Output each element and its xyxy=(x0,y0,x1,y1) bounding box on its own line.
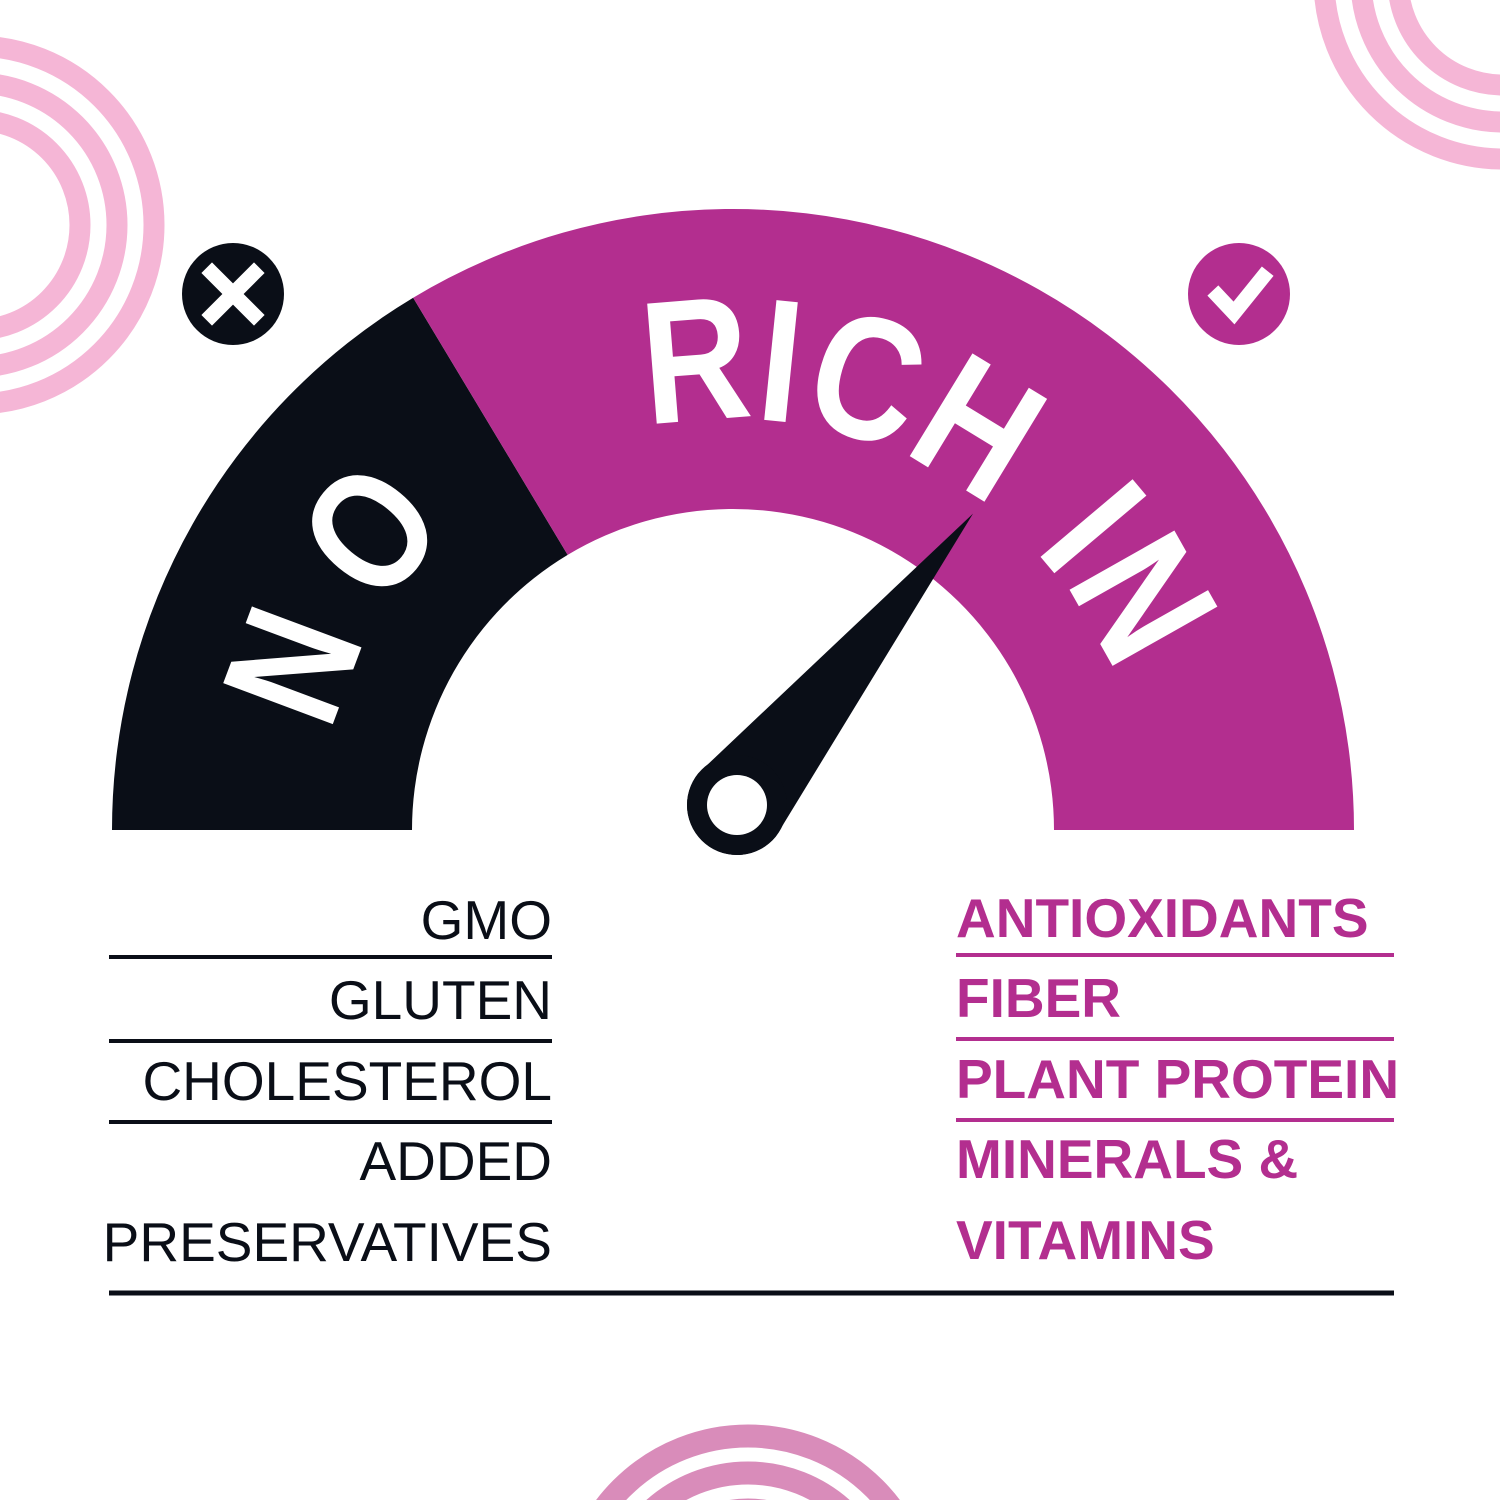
svg-text:ANTIOXIDANTS: ANTIOXIDANTS xyxy=(956,887,1369,949)
svg-text:R: R xyxy=(634,259,757,462)
svg-text:PRESERVATIVES: PRESERVATIVES xyxy=(103,1211,552,1273)
svg-text:FIBER: FIBER xyxy=(956,967,1121,1029)
svg-text:VITAMINS: VITAMINS xyxy=(956,1209,1215,1271)
svg-text:ADDED: ADDED xyxy=(359,1130,552,1192)
svg-text:GMO: GMO xyxy=(421,889,552,951)
svg-text:MINERALS &: MINERALS & xyxy=(956,1128,1298,1190)
svg-text:PLANT PROTEIN: PLANT PROTEIN xyxy=(956,1048,1399,1110)
svg-text:GLUTEN: GLUTEN xyxy=(329,969,552,1031)
svg-text:CHOLESTEROL: CHOLESTEROL xyxy=(142,1050,552,1112)
